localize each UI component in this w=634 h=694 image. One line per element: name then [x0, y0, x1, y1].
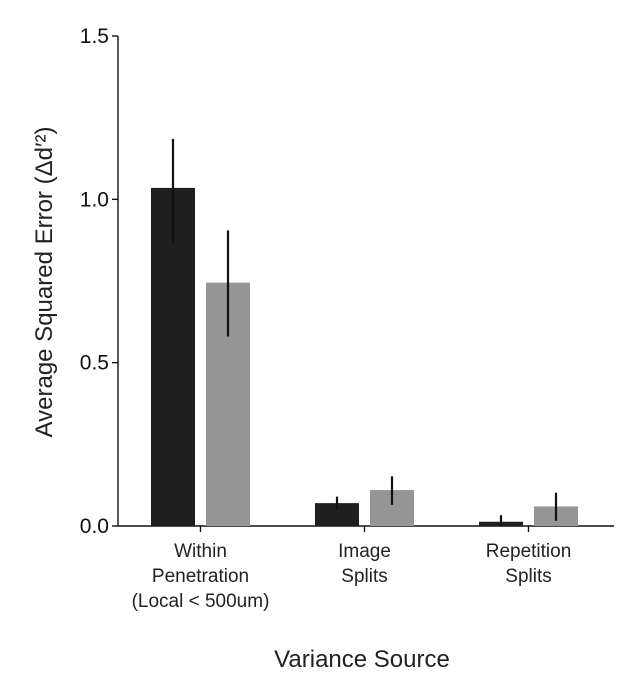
x-tick-label: Image: [338, 541, 391, 562]
y-axis-title: Average Squared Error (Δd′²): [31, 127, 58, 438]
bar: [315, 503, 359, 526]
y-tick-label: 0.0: [80, 515, 109, 538]
x-tick-label: Repetition: [486, 541, 572, 562]
y-tick-label: 1.5: [80, 25, 109, 48]
x-axis-title: Variance Source: [274, 646, 450, 673]
y-axis: 0.0 0.5 1.0 1.5: [80, 25, 119, 538]
bars: [151, 187, 578, 526]
bar: [151, 187, 195, 526]
y-tick-label: 1.0: [80, 188, 109, 211]
error-bars: [171, 138, 558, 526]
x-axis: Within Penetration (Local < 500um) Image Spl…: [118, 525, 614, 612]
x-tick-label: Within: [174, 541, 227, 562]
x-tick-label: Splits: [505, 566, 551, 587]
x-tick-label: Penetration: [152, 566, 249, 587]
x-tick-label: Splits: [341, 566, 387, 587]
y-tick-label: 0.5: [80, 352, 109, 375]
x-tick-label: (Local < 500um): [132, 591, 270, 612]
